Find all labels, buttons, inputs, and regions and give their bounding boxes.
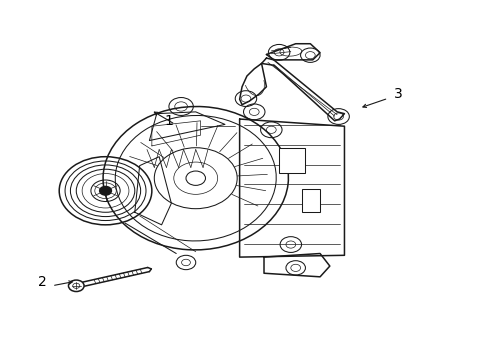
FancyBboxPatch shape [278, 148, 305, 173]
Text: 1: 1 [164, 114, 173, 128]
Circle shape [100, 186, 111, 195]
Text: 3: 3 [393, 87, 402, 101]
FancyBboxPatch shape [301, 189, 320, 212]
Text: 2: 2 [38, 275, 46, 289]
